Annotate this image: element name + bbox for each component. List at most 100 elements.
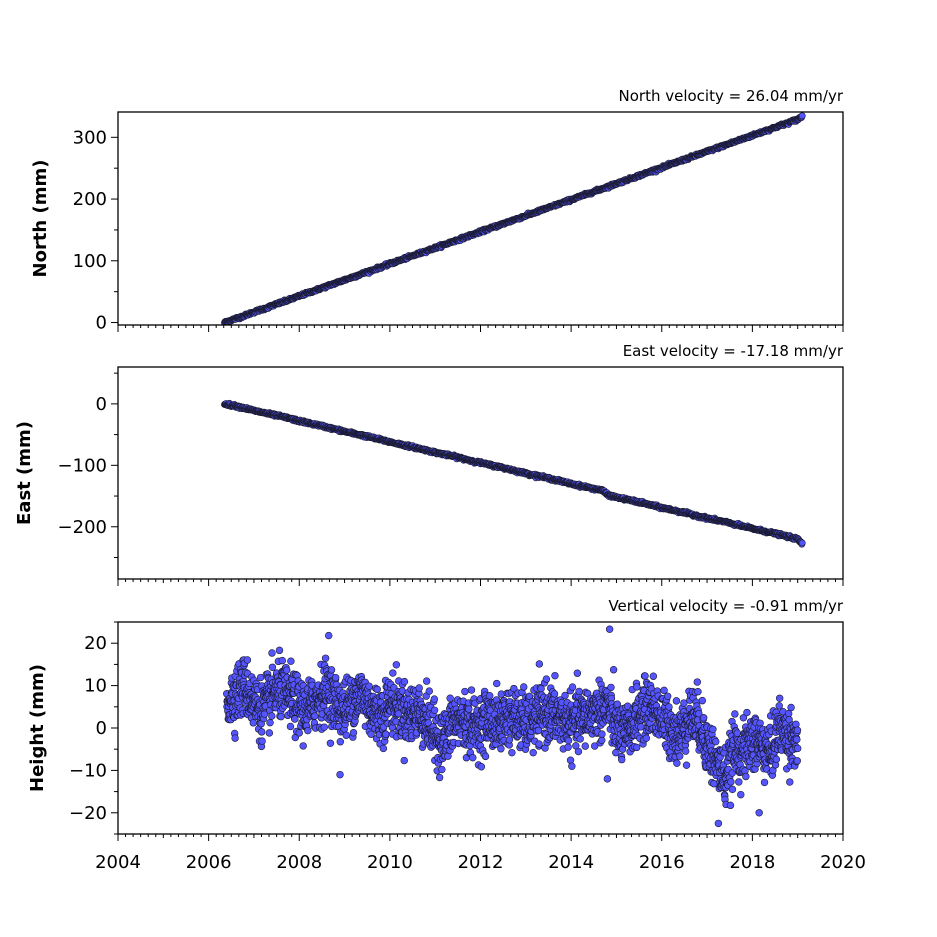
data-point	[336, 738, 345, 746]
data-point	[349, 729, 358, 737]
data-point	[277, 712, 285, 721]
data-point	[609, 665, 618, 674]
y-tick-label: 0	[96, 394, 107, 415]
data-point	[373, 685, 381, 694]
data-point	[311, 712, 319, 720]
y-axis-label: North (mm)	[30, 160, 51, 278]
data-point	[304, 726, 312, 735]
data-point	[633, 683, 641, 691]
data-point	[497, 745, 505, 753]
data-point	[291, 715, 299, 723]
data-point	[400, 677, 409, 686]
panel-title: East velocity = -17.18 mm/yr	[623, 342, 844, 360]
scatter-markers	[223, 625, 802, 828]
data-point	[258, 737, 266, 745]
data-point	[268, 649, 276, 657]
x-axis-ticks	[117, 325, 844, 332]
data-point	[564, 743, 572, 751]
y-axis-ticks	[111, 372, 118, 558]
data-point	[574, 747, 583, 756]
data-point	[283, 666, 291, 674]
height-panel: 2004 2006 2008 2010 2012 2014 2016 2018 20202010…	[27, 597, 866, 873]
data-point	[446, 694, 454, 702]
data-point	[287, 657, 295, 665]
data-point	[365, 682, 373, 690]
data-point	[320, 723, 328, 731]
y-axis-ticks	[111, 136, 118, 324]
scatter-markers	[221, 399, 806, 548]
y-tick-label: −200	[58, 517, 107, 538]
data-point	[649, 672, 658, 680]
data-point	[256, 673, 265, 682]
data-point	[321, 654, 330, 662]
data-point	[392, 661, 401, 669]
y-tick-label: 300	[73, 127, 107, 148]
data-point	[598, 730, 606, 738]
data-point	[561, 691, 569, 700]
data-point	[430, 695, 439, 703]
y-tick-label: 0	[96, 313, 107, 334]
data-point	[581, 742, 589, 750]
data-point	[268, 712, 276, 720]
data-point	[342, 731, 350, 739]
data-point	[275, 646, 284, 655]
data-point	[535, 740, 543, 748]
data-point	[641, 672, 649, 680]
data-point	[243, 656, 252, 664]
data-point	[568, 683, 577, 691]
data-point	[268, 663, 277, 671]
data-point	[550, 690, 559, 698]
data-point	[551, 671, 559, 680]
data-point	[632, 743, 641, 752]
data-point	[598, 736, 606, 744]
data-point	[327, 666, 336, 674]
data-point	[249, 719, 258, 727]
data-point	[422, 677, 431, 685]
panel-title: North velocity = 26.04 mm/yr	[619, 87, 844, 105]
data-point	[430, 706, 439, 714]
data-point	[798, 112, 806, 120]
data-point	[389, 669, 397, 677]
data-point	[332, 673, 340, 682]
data-point	[415, 684, 423, 692]
data-point	[637, 723, 645, 731]
data-point	[265, 729, 274, 737]
y-tick-label: 200	[73, 189, 107, 210]
data-point	[564, 736, 573, 745]
data-point	[326, 739, 335, 747]
data-point	[481, 752, 490, 761]
data-point	[299, 742, 307, 750]
data-point	[469, 753, 477, 762]
data-point	[618, 755, 626, 764]
data-point	[535, 660, 544, 668]
data-point	[508, 748, 516, 757]
data-point	[493, 679, 501, 688]
y-tick-label: 100	[73, 251, 107, 272]
data-point	[278, 656, 287, 665]
data-point	[542, 675, 551, 683]
y-tick-label: −100	[58, 455, 107, 476]
data-point	[575, 687, 583, 696]
data-point	[529, 748, 537, 757]
data-point	[382, 730, 390, 738]
data-point	[435, 773, 444, 782]
data-point	[576, 735, 584, 743]
data-point	[566, 756, 575, 764]
data-point	[461, 687, 469, 696]
north-panel: 0 100 200 300 North (mm) North velocity = 26.…	[30, 87, 844, 334]
data-point	[798, 539, 806, 547]
data-point	[400, 756, 408, 765]
data-point	[607, 683, 615, 692]
data-point	[367, 730, 375, 738]
data-point	[286, 722, 295, 731]
scatter-markers	[221, 112, 806, 325]
data-point	[231, 734, 239, 742]
data-point	[438, 765, 446, 774]
data-point	[266, 718, 274, 727]
data-point	[573, 669, 582, 677]
data-point	[295, 729, 303, 737]
data-point	[477, 763, 486, 771]
data-point	[642, 734, 651, 742]
